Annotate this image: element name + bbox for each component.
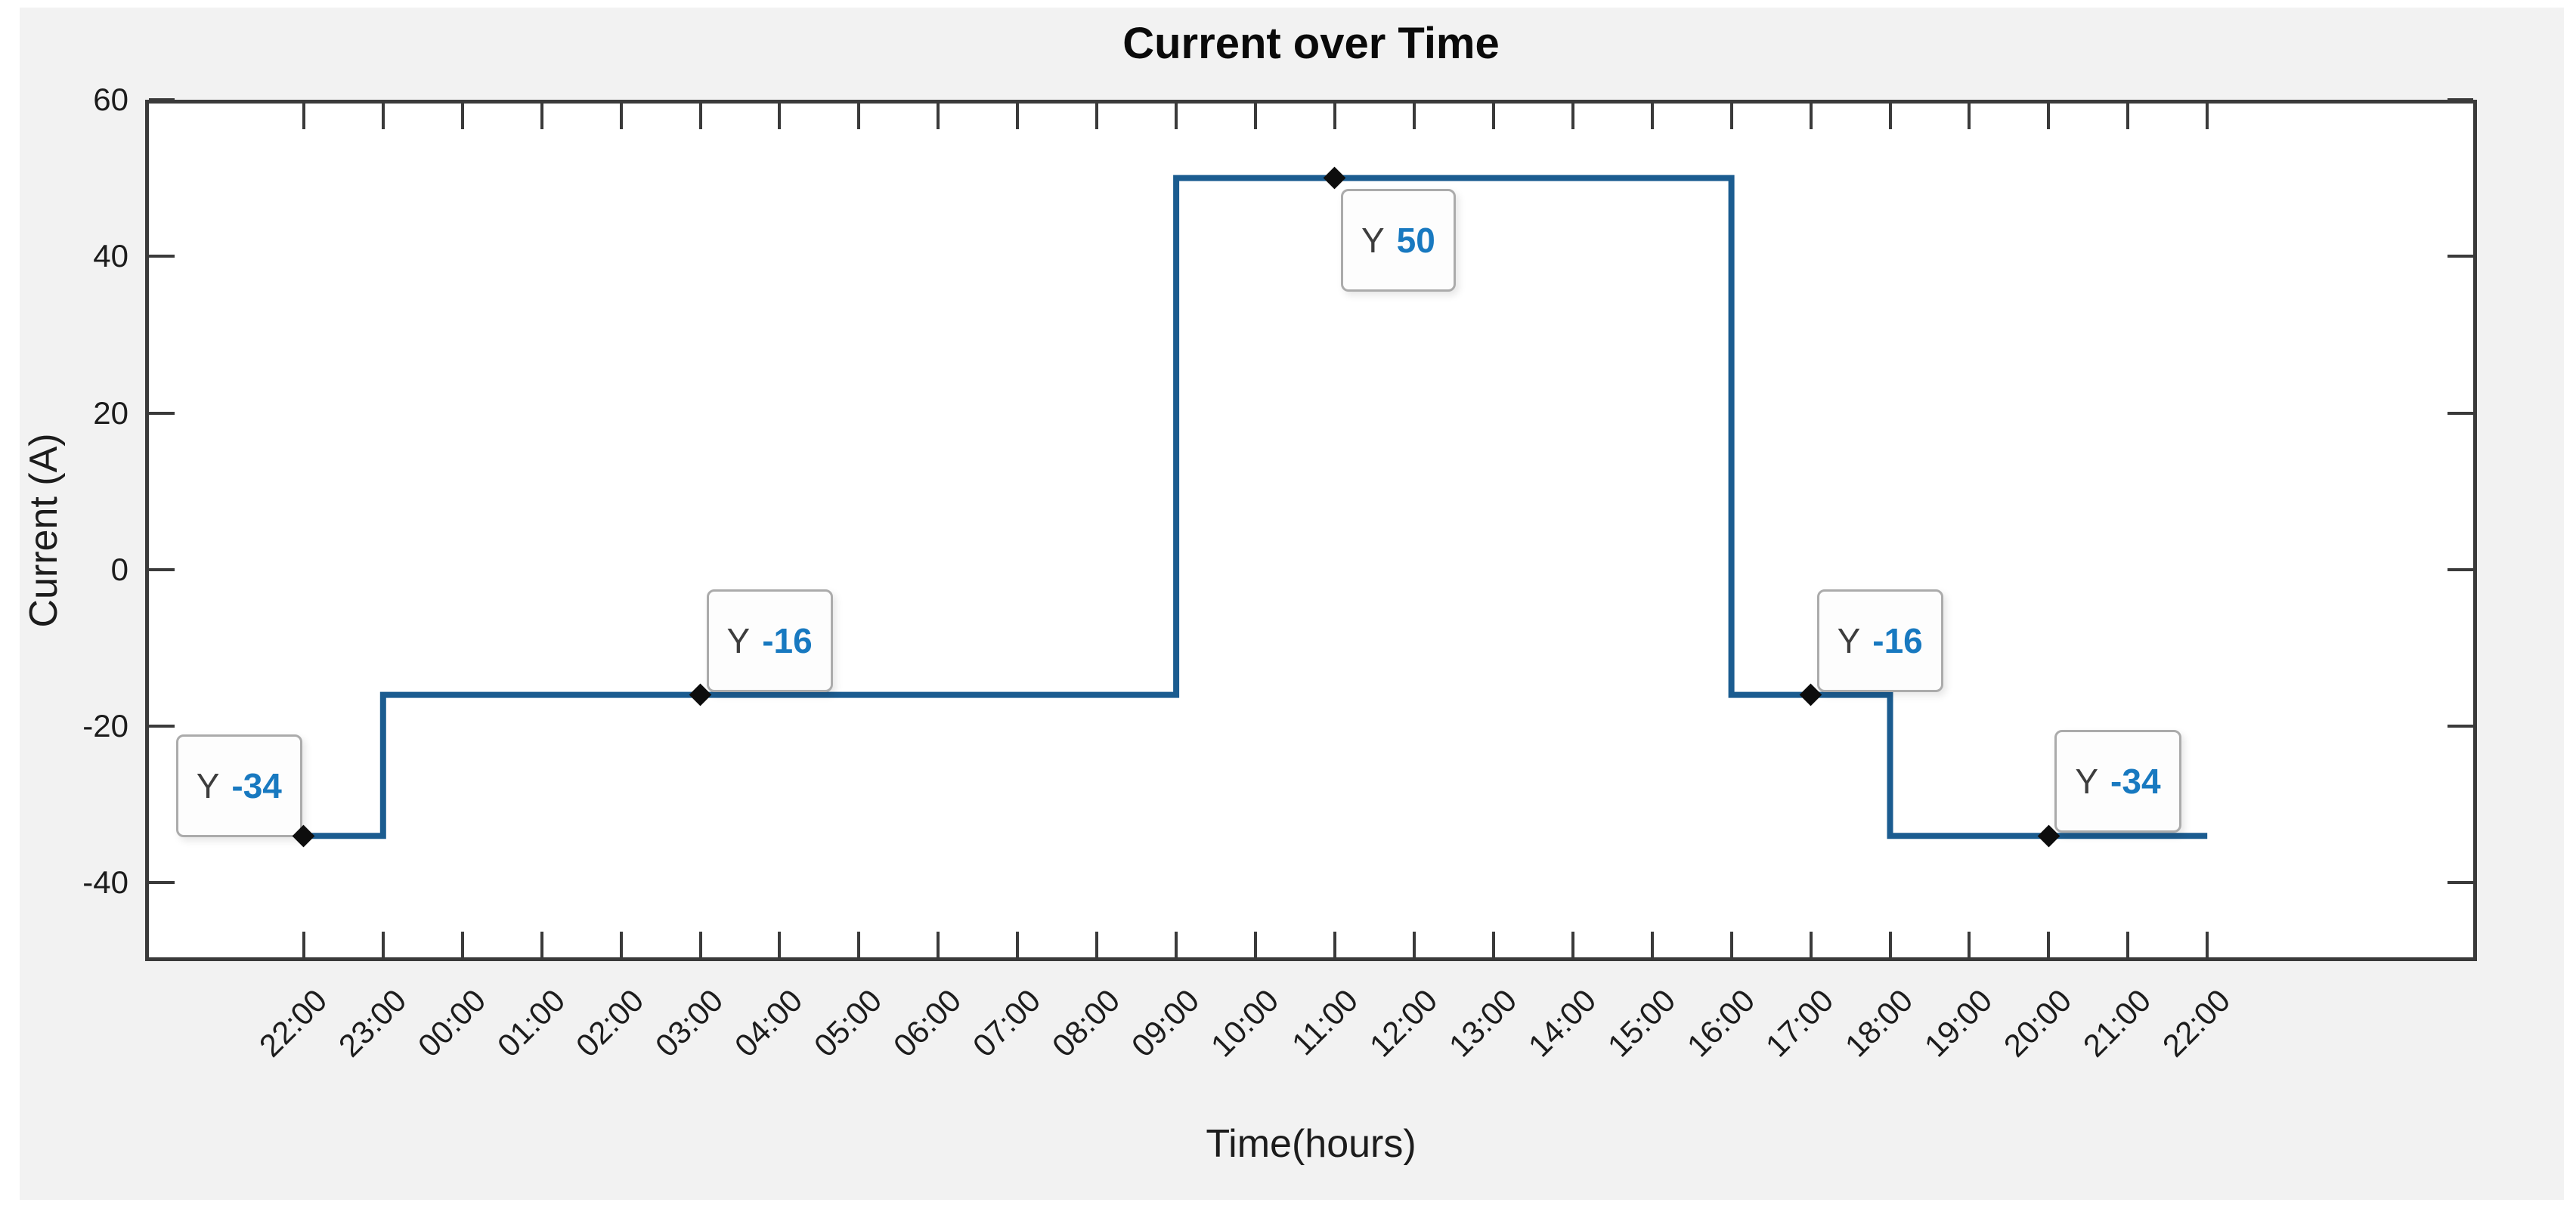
- datatip-prefix: Y: [2075, 762, 2099, 802]
- datatip[interactable]: Y -34: [175, 734, 302, 838]
- x-tick-bottom: [1254, 932, 1258, 957]
- x-tick-top: [857, 104, 861, 129]
- x-tick-top: [1175, 104, 1178, 129]
- datatip[interactable]: Y 50: [1340, 188, 1456, 292]
- x-tick-bottom: [857, 932, 861, 957]
- datatip-value: -34: [231, 766, 282, 806]
- x-tick-top: [698, 104, 702, 129]
- x-tick-bottom: [302, 932, 305, 957]
- x-tick-top: [1333, 104, 1336, 129]
- x-tick-top: [1888, 104, 1892, 129]
- x-tick-bottom: [2206, 932, 2209, 957]
- x-tick-top: [1809, 104, 1813, 129]
- y-tick-right: [2448, 98, 2473, 101]
- y-axis-label: Current (A): [22, 433, 66, 628]
- x-tick-top: [2126, 104, 2130, 129]
- x-tick-bottom: [1888, 932, 1892, 957]
- y-tick-label: -40: [82, 864, 128, 901]
- x-tick-bottom: [1016, 932, 1020, 957]
- datatip-value: -34: [2110, 762, 2161, 802]
- y-tick-left: [149, 411, 175, 415]
- x-tick-top: [778, 104, 782, 129]
- y-tick-label: -20: [82, 708, 128, 744]
- x-tick-bottom: [1650, 932, 1654, 957]
- datatip[interactable]: Y -34: [2054, 730, 2181, 833]
- datatip-prefix: Y: [1361, 220, 1385, 260]
- x-tick-bottom: [1333, 932, 1336, 957]
- x-tick-bottom: [1175, 932, 1178, 957]
- x-tick-top: [1729, 104, 1733, 129]
- x-tick-bottom: [1968, 932, 1971, 957]
- x-tick-bottom: [2047, 932, 2051, 957]
- datatip-prefix: Y: [1837, 620, 1861, 660]
- y-tick-label: 60: [93, 82, 128, 117]
- y-tick-label: 0: [110, 551, 128, 587]
- y-tick-right: [2448, 255, 2473, 258]
- y-tick-label: 40: [93, 238, 128, 274]
- y-tick-label: 20: [93, 394, 128, 431]
- x-tick-top: [381, 104, 385, 129]
- x-tick-bottom: [619, 932, 623, 957]
- datatip-value: 50: [1396, 220, 1435, 260]
- datatip[interactable]: Y -16: [1816, 589, 1943, 692]
- x-tick-top: [1968, 104, 1971, 129]
- datatip[interactable]: Y -16: [706, 589, 833, 692]
- x-tick-top: [1571, 104, 1574, 129]
- x-tick-bottom: [1729, 932, 1733, 957]
- x-tick-top: [540, 104, 543, 129]
- x-tick-bottom: [778, 932, 782, 957]
- chart-title: Current over Time: [1122, 19, 1500, 68]
- current-step-line: [303, 175, 2208, 839]
- x-tick-bottom: [2126, 932, 2130, 957]
- y-tick-left: [149, 881, 175, 885]
- x-tick-bottom: [1095, 932, 1099, 957]
- x-tick-top: [619, 104, 623, 129]
- x-tick-bottom: [460, 932, 464, 957]
- x-axis-label: Time(hours): [1206, 1122, 1416, 1166]
- x-tick-bottom: [1571, 932, 1574, 957]
- x-tick-top: [1254, 104, 1258, 129]
- x-tick-top: [1095, 104, 1099, 129]
- datatip-value: -16: [1872, 620, 1923, 660]
- datatip-value: -16: [762, 620, 813, 660]
- x-tick-top: [1491, 104, 1495, 129]
- y-tick-right: [2448, 411, 2473, 415]
- x-tick-bottom: [1491, 932, 1495, 957]
- x-tick-top: [937, 104, 940, 129]
- x-tick-top: [2206, 104, 2209, 129]
- y-tick-left: [149, 255, 175, 258]
- datatip-prefix: Y: [196, 766, 220, 806]
- y-tick-right: [2448, 725, 2473, 728]
- y-tick-left: [149, 567, 175, 571]
- x-tick-bottom: [1809, 932, 1813, 957]
- y-tick-left: [149, 725, 175, 728]
- x-tick-top: [302, 104, 305, 129]
- datatip-prefix: Y: [726, 620, 751, 660]
- x-tick-top: [2047, 104, 2051, 129]
- x-tick-top: [1412, 104, 1416, 129]
- y-tick-right: [2448, 567, 2473, 571]
- x-tick-bottom: [1412, 932, 1416, 957]
- y-tick-right: [2448, 881, 2473, 885]
- x-tick-bottom: [698, 932, 702, 957]
- x-tick-bottom: [381, 932, 385, 957]
- y-tick-left: [149, 98, 175, 101]
- x-tick-top: [460, 104, 464, 129]
- x-tick-top: [1016, 104, 1020, 129]
- x-tick-bottom: [540, 932, 543, 957]
- x-tick-top: [1650, 104, 1654, 129]
- x-tick-bottom: [937, 932, 940, 957]
